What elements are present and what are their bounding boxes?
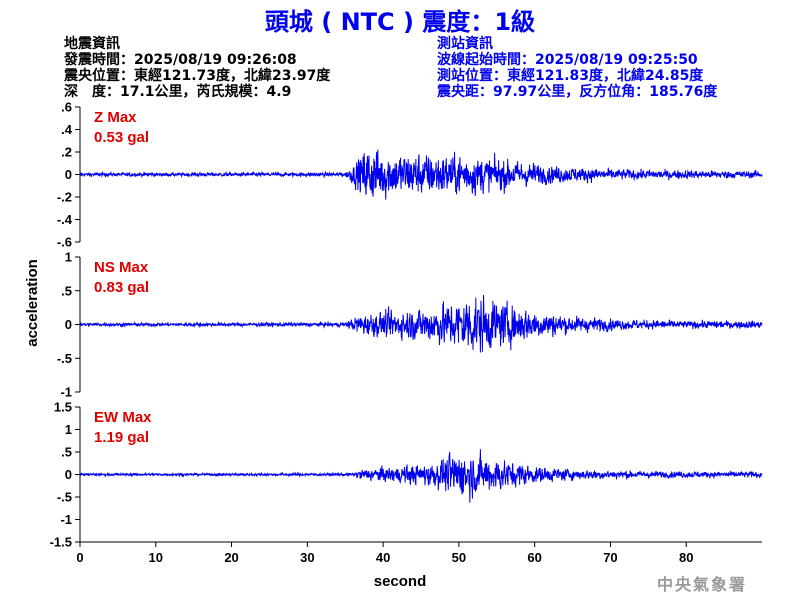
y-axis-label: acceleration <box>24 259 41 347</box>
peak-value-z: 0.53 gal <box>94 129 149 146</box>
y-tick-label: .5 <box>61 283 72 298</box>
peak-label-ew: EW Max <box>94 409 152 426</box>
y-tick-label: -.5 <box>57 490 72 505</box>
y-tick-label: -1.5 <box>50 535 72 550</box>
waveform-ew <box>79 449 763 503</box>
y-tick-label: 0 <box>65 167 72 182</box>
y-tick-label: 1 <box>65 422 72 437</box>
y-tick-label: -.6 <box>57 235 72 250</box>
x-tick-label: 0 <box>76 550 83 565</box>
y-tick-label: .5 <box>61 445 72 460</box>
y-tick-label: -.5 <box>57 351 72 366</box>
page-title: 頭城 ( NTC ) 震度：1級 <box>264 8 536 36</box>
y-tick-label: .6 <box>61 100 72 115</box>
earthquake-info-heading: 地震資訊 <box>64 36 120 52</box>
depth-magnitude: 深 度：17.1公里，芮氏規模：4.9 <box>64 84 292 100</box>
y-tick-label: 0 <box>65 467 72 482</box>
panel-z: -.6 -.4 -.2 0 .2 .4 .6 Z Max 0.53 gal <box>57 100 763 250</box>
waveform-z <box>79 149 763 200</box>
y-tick-label: -.2 <box>57 190 72 205</box>
y-tick-label: 0 <box>65 317 72 332</box>
peak-value-ew: 1.19 gal <box>94 429 149 446</box>
epicentral-distance: 震央距：97.97公里，反方位角：185.76度 <box>437 84 718 100</box>
peak-value-ns: 0.83 gal <box>94 279 149 296</box>
origin-time: 發震時間：2025/08/19 09:26:08 <box>64 52 297 68</box>
x-tick-label: 80 <box>679 550 693 565</box>
y-tick-label: -1 <box>60 385 72 400</box>
x-tick-label: 50 <box>452 550 466 565</box>
peak-label-z: Z Max <box>94 109 137 126</box>
y-tick-label: .4 <box>61 122 73 137</box>
peak-label-ns: NS Max <box>94 259 149 276</box>
x-tick-label: 40 <box>376 550 390 565</box>
panel-ns: -1 -.5 0 .5 1 NS Max 0.83 gal <box>57 250 763 400</box>
x-axis-label: second <box>374 573 427 590</box>
station-location: 測站位置：東經121.83度，北緯24.85度 <box>437 68 704 84</box>
epicenter-location: 震央位置：東經121.73度，北緯23.97度 <box>64 68 331 84</box>
panel-ew: -1.5 -1 -.5 0 .5 1 1.5 EW Max 1.19 gal <box>50 400 763 550</box>
agency-credit: 中央氣象署 <box>657 575 748 594</box>
wave-start-time: 波線起始時間：2025/08/19 09:25:50 <box>437 52 698 68</box>
earthquake-info: 地震資訊 發震時間：2025/08/19 09:26:08 震央位置：東經121… <box>64 36 330 100</box>
x-tick-label: 20 <box>224 550 238 565</box>
station-info: 測站資訊 波線起始時間：2025/08/19 09:25:50 測站位置：東經1… <box>437 36 717 100</box>
x-tick-label: 60 <box>527 550 541 565</box>
waveform-ns <box>79 294 763 353</box>
x-tick-label: 30 <box>300 550 314 565</box>
x-axis: 0 10 20 30 40 50 60 70 80 <box>76 541 762 565</box>
x-tick-label: 70 <box>603 550 617 565</box>
y-tick-label: -.4 <box>57 212 73 227</box>
y-tick-label: 1 <box>65 250 72 265</box>
y-tick-label: -1 <box>60 512 72 527</box>
x-tick-label: 10 <box>149 550 163 565</box>
y-tick-label: 1.5 <box>54 400 72 415</box>
station-info-heading: 測站資訊 <box>437 36 493 52</box>
y-tick-label: .2 <box>61 145 72 160</box>
